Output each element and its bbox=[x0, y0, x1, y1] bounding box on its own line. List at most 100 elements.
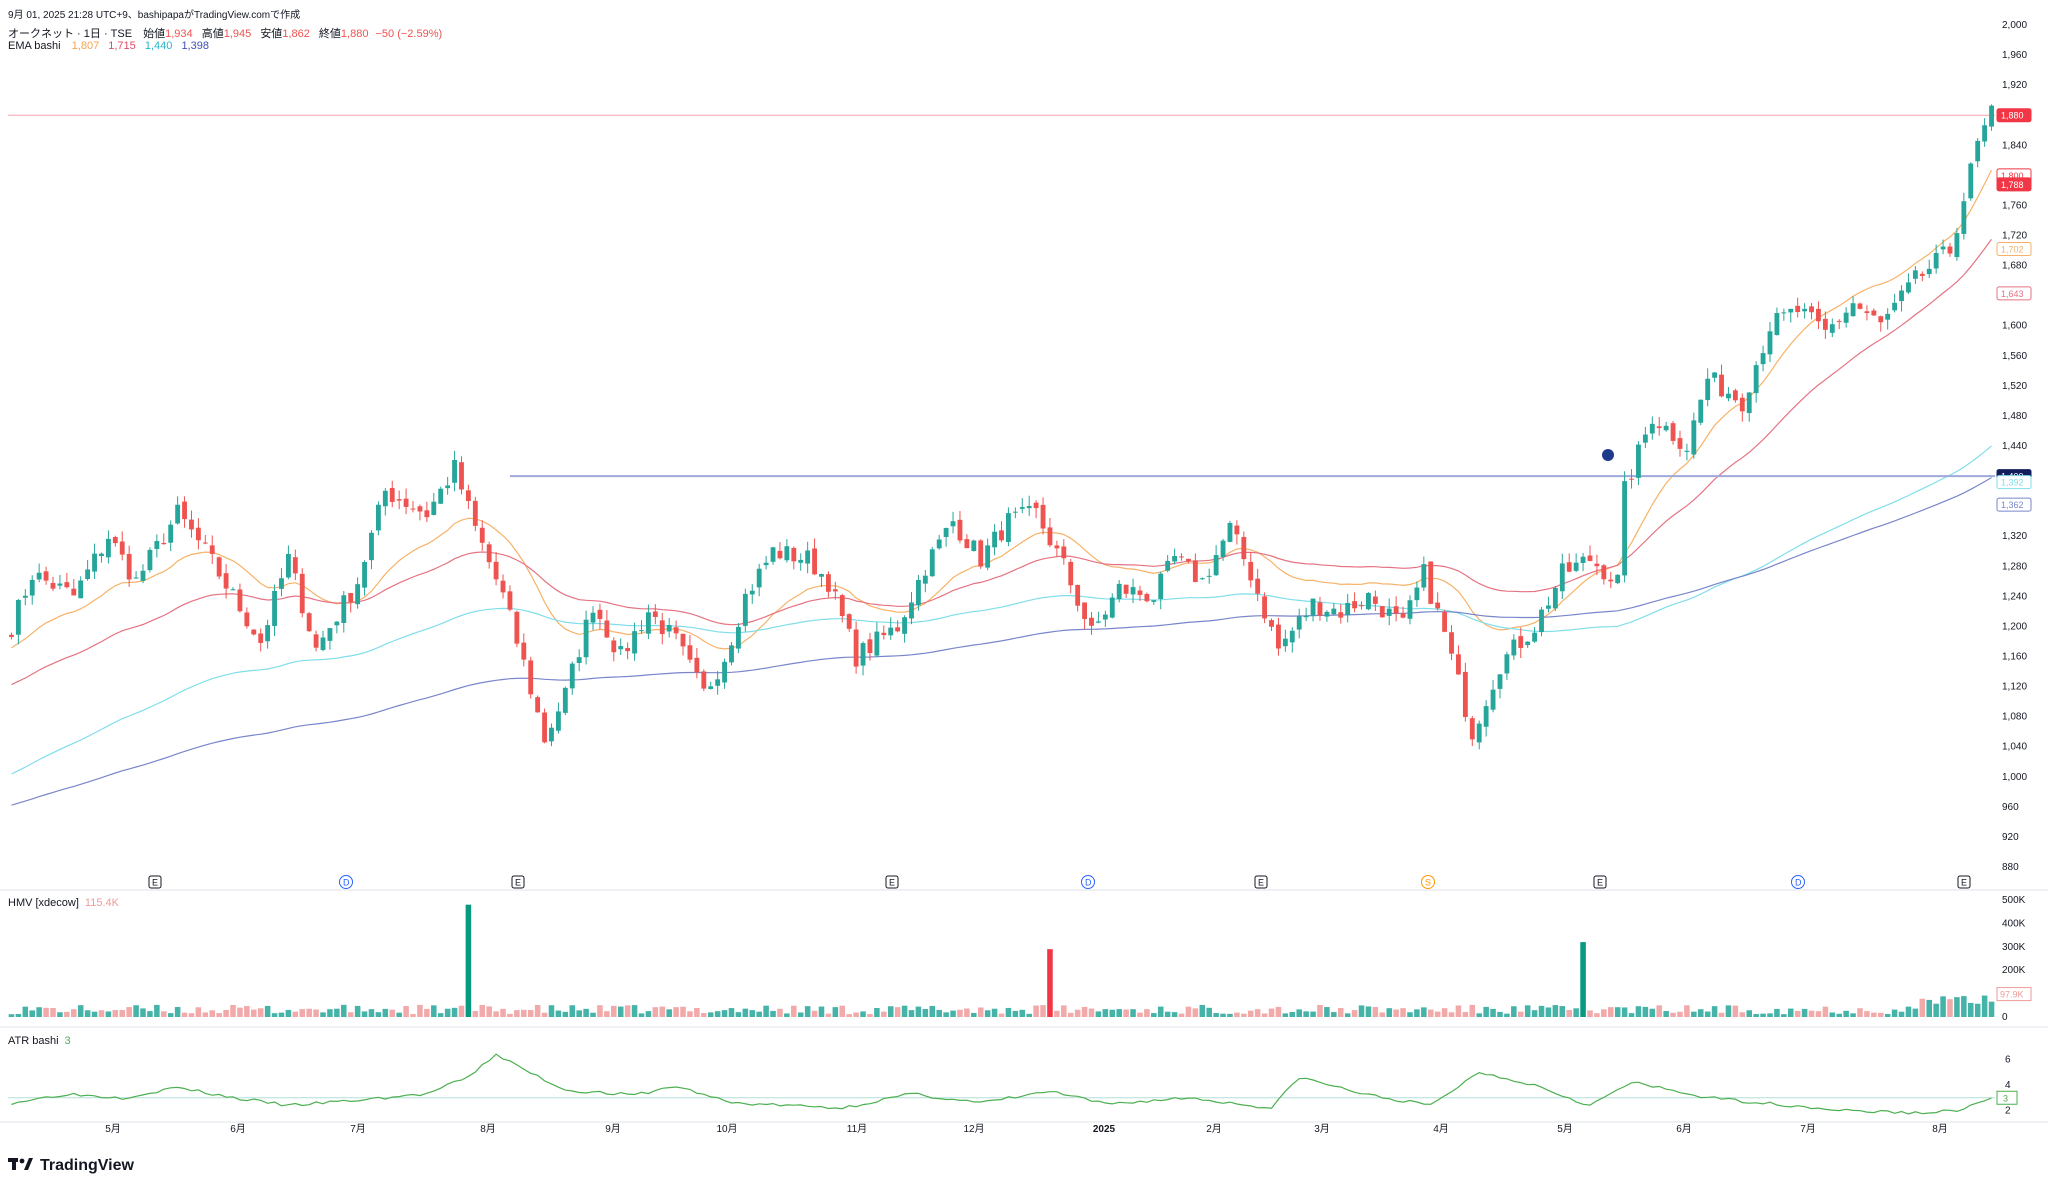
volume-bar bbox=[701, 1013, 707, 1017]
volume-bar bbox=[1337, 1008, 1344, 1017]
event-marker-label: E bbox=[1597, 878, 1603, 888]
candle-body bbox=[666, 625, 672, 632]
volume-bar bbox=[1635, 1006, 1642, 1017]
volume-bar bbox=[1448, 1012, 1455, 1017]
volume-bar bbox=[1324, 1007, 1330, 1017]
candle-body bbox=[819, 574, 824, 577]
y-axis-tick-label: 1,120 bbox=[2002, 682, 2027, 693]
earnings-marker-icon bbox=[511, 875, 525, 889]
candle-body bbox=[639, 630, 644, 632]
volume-bar bbox=[1760, 1013, 1766, 1017]
volume-bar bbox=[1400, 1008, 1406, 1017]
volume-bar bbox=[306, 1008, 312, 1017]
atr-legend: ATR bashi 3 bbox=[8, 1035, 71, 1047]
candle-body bbox=[1836, 320, 1842, 322]
alert-marker-icon bbox=[1602, 449, 1614, 461]
candle-body bbox=[687, 645, 693, 660]
candle-body bbox=[1296, 616, 1302, 630]
candle-body bbox=[1213, 555, 1219, 576]
volume-bar bbox=[57, 1012, 63, 1017]
candle-body bbox=[92, 553, 97, 572]
volume-bar bbox=[1601, 1009, 1607, 1017]
volume-bar bbox=[1864, 1011, 1870, 1017]
volume-bar bbox=[860, 1011, 866, 1017]
volume-bar bbox=[1718, 1012, 1725, 1017]
candle-body bbox=[209, 545, 215, 554]
volume-bar bbox=[1061, 1005, 1067, 1017]
volume-bar bbox=[825, 1013, 832, 1017]
volume-bar bbox=[1573, 1008, 1579, 1017]
candle-body bbox=[1795, 305, 1801, 313]
volume-bar bbox=[15, 1013, 22, 1017]
candle-body bbox=[1338, 612, 1344, 618]
volume-bar bbox=[257, 1008, 264, 1017]
volume-bar bbox=[583, 1008, 589, 1017]
candle-body bbox=[182, 501, 187, 520]
volume-bar bbox=[908, 1010, 915, 1017]
candle-body bbox=[133, 577, 139, 579]
volume-bar bbox=[1732, 1005, 1739, 1017]
candle-body bbox=[1165, 560, 1171, 571]
x-axis-tick-label: 2月 bbox=[1206, 1123, 1222, 1135]
volume-bar bbox=[1877, 1012, 1884, 1017]
volume-bar bbox=[1379, 1012, 1386, 1017]
candle-body bbox=[1919, 273, 1925, 276]
candle-body bbox=[756, 568, 762, 588]
x-axis-tick-label: 7月 bbox=[1800, 1123, 1816, 1135]
candle-body bbox=[659, 620, 665, 635]
candle-body bbox=[1248, 561, 1254, 581]
volume-bar bbox=[1815, 1011, 1822, 1017]
candle-body bbox=[1096, 621, 1101, 623]
volume-bar bbox=[209, 1010, 216, 1017]
candle-body bbox=[549, 727, 554, 742]
candle-body bbox=[1504, 654, 1510, 674]
candle-body bbox=[1566, 562, 1572, 572]
volume-bar bbox=[1386, 1008, 1392, 1017]
volume-bar bbox=[354, 1005, 361, 1017]
candle-body bbox=[1421, 564, 1427, 588]
volume-bar bbox=[604, 1011, 610, 1017]
x-axis-tick-label: 5月 bbox=[1557, 1123, 1573, 1135]
volume-bar bbox=[1580, 942, 1586, 1017]
volume-bar bbox=[1988, 1001, 1995, 1017]
candle-body bbox=[272, 590, 277, 626]
candle-body bbox=[1532, 632, 1538, 642]
volume-bar bbox=[818, 1006, 825, 1017]
candle-body bbox=[327, 628, 333, 641]
y-axis-tick-label: 1,560 bbox=[2002, 351, 2027, 362]
volume-bar bbox=[1040, 1005, 1046, 1017]
volume-bar bbox=[1234, 1012, 1240, 1017]
candle-body bbox=[1781, 312, 1787, 314]
volume-bar bbox=[1116, 1009, 1122, 1017]
volume-bar bbox=[541, 1012, 548, 1017]
candle-body bbox=[1809, 306, 1814, 313]
volume-bar bbox=[133, 1005, 139, 1017]
volume-bar bbox=[1857, 1008, 1863, 1017]
volume-bar bbox=[714, 1011, 721, 1017]
header-ohlc: オークネット · 1日 · TSE 始値1,934 高値1,945 安値1,86… bbox=[8, 28, 443, 40]
candle-body bbox=[1289, 630, 1295, 643]
volume-bar bbox=[652, 1007, 659, 1017]
candle-body bbox=[1310, 598, 1316, 616]
volume-bar bbox=[998, 1013, 1005, 1017]
volume-bar bbox=[784, 1013, 790, 1017]
volume-bar bbox=[735, 1012, 742, 1017]
candle-body bbox=[1684, 450, 1690, 452]
volume-bar bbox=[1344, 1013, 1351, 1017]
candle-body bbox=[1276, 624, 1281, 649]
candle-body bbox=[154, 541, 160, 549]
volume-legend: HMV [xdecow] 115.4K bbox=[8, 897, 119, 909]
candle-body bbox=[112, 536, 118, 544]
volume-bar bbox=[410, 1014, 416, 1017]
volume-bar bbox=[756, 1011, 762, 1017]
tradingview-logo[interactable]: TradingView bbox=[8, 1156, 134, 1176]
atr-badge bbox=[1996, 1090, 2018, 1105]
volume-bar bbox=[1483, 1006, 1489, 1017]
price-badge-label: 1,392 bbox=[2001, 478, 2024, 488]
candle-body bbox=[306, 613, 312, 632]
volume-bar bbox=[1725, 1005, 1732, 1017]
volume-bar bbox=[22, 1006, 29, 1017]
candle-body bbox=[1469, 718, 1475, 740]
candle-body bbox=[1864, 311, 1870, 314]
